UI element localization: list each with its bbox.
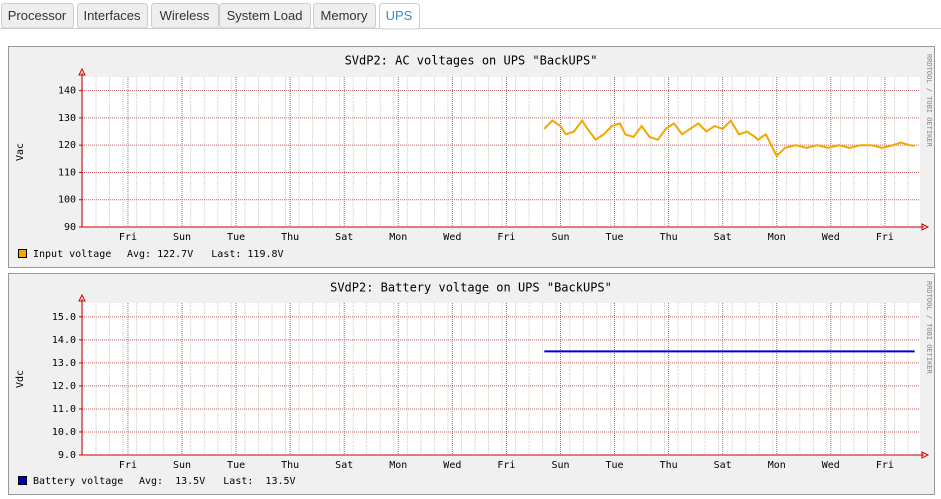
minor-grid [82,77,920,227]
x-tick-label: Fri [119,460,137,471]
tab[interactable] [219,3,311,29]
tab[interactable] [77,3,148,29]
minor-grid [82,303,920,455]
x-tick-label: Sun [173,232,191,243]
tab-label[interactable]: System Load [227,8,303,23]
x-tick-label: Mon [389,460,407,471]
x-tick-label: Thu [660,460,678,471]
y-tick-label: 10.0 [52,427,76,438]
legend-label: Battery voltage [33,476,123,487]
x-tick-label: Mon [389,232,407,243]
x-tick-label: Tue [227,232,245,243]
x-tick-label: Wed [822,460,840,471]
x-tick-label: Wed [443,460,461,471]
legend-stats: Avg: 13.5V Last: 13.5V [139,476,296,487]
side-text: RRDTOOL / TOBI OETIKER [925,281,933,375]
tab[interactable] [1,3,74,29]
x-tick-label: Thu [660,232,678,243]
axis-arrow [921,451,930,459]
x-tick-label: Sat [335,232,353,243]
x-tick-label: Fri [119,232,137,243]
y-tick-label: 110 [58,167,76,178]
x-tick-label: Sat [714,232,732,243]
x-tick-label: Fri [497,460,515,471]
y-axis-label: Vac [15,143,26,161]
x-tick-label: Mon [768,460,786,471]
tab-label[interactable]: UPS [386,8,413,23]
x-tick-label: Mon [768,232,786,243]
tab-label[interactable]: Processor [8,8,67,23]
x-tick-label: Thu [281,460,299,471]
y-tick-label: 90 [64,222,76,233]
axis-arrow [78,293,86,302]
y-tick-label: 12.0 [52,381,76,392]
x-tick-label: Tue [606,460,624,471]
tab-label[interactable]: Wireless [160,8,210,23]
x-tick-label: Fri [876,460,894,471]
tab[interactable] [379,3,420,30]
y-tick-label: 13.0 [52,358,76,369]
x-tick-label: Thu [281,232,299,243]
y-tick-label: 14.0 [52,335,76,346]
axis-arrow [921,223,930,231]
x-tick-label: Fri [876,232,894,243]
x-tick-label: Sat [714,460,732,471]
y-axis-label: Vdc [15,370,26,388]
x-tick-label: Sun [551,232,569,243]
tab-label[interactable]: Interfaces [83,8,141,23]
y-tick-label: 9.0 [58,450,76,461]
series-line [543,118,915,158]
x-tick-label: Sun [173,460,191,471]
axis-arrow [78,67,86,76]
y-tick-label: 100 [58,195,76,206]
legend-label: Input voltage [33,249,111,260]
graph-title: SVdP2: AC voltages on UPS "BackUPS" [345,54,598,68]
tab[interactable] [313,3,376,29]
side-text: RRDTOOL / TOBI OETIKER [925,54,933,148]
x-tick-label: Wed [443,232,461,243]
y-tick-label: 140 [58,86,76,97]
x-tick-label: Tue [227,460,245,471]
legend-swatch [18,249,27,258]
y-tick-label: 130 [58,113,76,124]
y-tick-label: 11.0 [52,404,76,415]
y-tick-label: 120 [58,140,76,151]
x-tick-label: Wed [822,232,840,243]
x-tick-label: Tue [606,232,624,243]
tab-label[interactable]: Memory [321,8,368,23]
y-tick-label: 15.0 [52,312,76,323]
x-tick-label: Sun [551,460,569,471]
tab[interactable] [151,3,219,29]
x-tick-label: Sat [335,460,353,471]
legend-stats: Avg: 122.7V Last: 119.8V [127,249,284,260]
x-tick-label: Fri [497,232,515,243]
graph-title: SVdP2: Battery voltage on UPS "BackUPS" [330,281,612,295]
legend-swatch [18,476,27,485]
